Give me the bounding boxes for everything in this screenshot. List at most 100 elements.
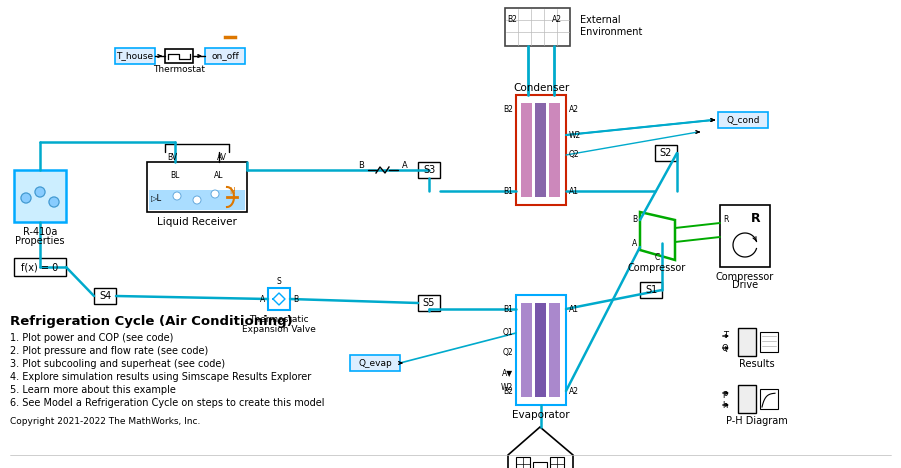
Bar xyxy=(165,49,193,63)
Text: T: T xyxy=(723,331,728,341)
Bar xyxy=(516,457,530,468)
Text: Environment: Environment xyxy=(580,27,642,37)
Text: BV: BV xyxy=(167,154,177,162)
Circle shape xyxy=(49,197,59,207)
Bar xyxy=(418,162,440,178)
Text: B1: B1 xyxy=(503,187,513,196)
Text: 3. Plot subcooling and superheat (see code): 3. Plot subcooling and superheat (see co… xyxy=(10,359,225,369)
Text: R-410a: R-410a xyxy=(23,227,57,237)
Bar xyxy=(760,389,778,409)
Text: Q2: Q2 xyxy=(503,349,513,358)
Bar xyxy=(549,103,560,197)
Text: P-H Diagram: P-H Diagram xyxy=(726,416,787,426)
Text: S: S xyxy=(277,278,281,286)
Text: 6. See Model a Refrigeration Cycle on steps to create this model: 6. See Model a Refrigeration Cycle on st… xyxy=(10,398,324,408)
Bar xyxy=(516,95,566,205)
Bar xyxy=(535,103,546,197)
Text: B: B xyxy=(293,294,298,304)
Text: A: A xyxy=(259,294,265,304)
Bar xyxy=(205,48,245,64)
Bar xyxy=(549,303,560,397)
Text: Refrigeration Cycle (Air Conditioning): Refrigeration Cycle (Air Conditioning) xyxy=(10,315,293,328)
Text: B2: B2 xyxy=(503,387,513,395)
Text: Copyright 2021-2022 The MathWorks, Inc.: Copyright 2021-2022 The MathWorks, Inc. xyxy=(10,417,200,426)
Text: AL: AL xyxy=(214,171,223,181)
Text: 4. Explore simulation results using Simscape Results Explorer: 4. Explore simulation results using Sims… xyxy=(10,372,311,382)
Text: Thermostat: Thermostat xyxy=(153,65,205,73)
Text: 5. Learn more about this example: 5. Learn more about this example xyxy=(10,385,176,395)
Text: A1: A1 xyxy=(569,187,579,196)
Text: Q2: Q2 xyxy=(569,151,579,160)
Text: BL: BL xyxy=(170,171,179,181)
Text: B: B xyxy=(358,161,364,170)
Bar xyxy=(94,288,116,304)
Circle shape xyxy=(21,193,31,203)
Bar xyxy=(418,295,440,311)
Bar xyxy=(350,355,400,371)
Text: Q1: Q1 xyxy=(503,329,513,337)
Text: Properties: Properties xyxy=(15,236,65,246)
Text: Liquid Receiver: Liquid Receiver xyxy=(157,217,237,227)
Text: Q_evap: Q_evap xyxy=(358,358,392,367)
Bar xyxy=(505,8,570,46)
Text: ▷L: ▷L xyxy=(151,193,162,203)
Text: A2: A2 xyxy=(569,104,579,114)
Text: A2: A2 xyxy=(552,15,562,24)
Text: C: C xyxy=(654,253,660,262)
Text: A1: A1 xyxy=(569,305,579,314)
Text: A: A xyxy=(402,161,408,170)
Circle shape xyxy=(35,187,45,197)
Bar xyxy=(718,112,768,128)
Bar xyxy=(14,170,66,222)
Bar xyxy=(640,282,662,298)
Bar xyxy=(720,205,770,267)
Text: H: H xyxy=(229,187,235,196)
Text: on_off: on_off xyxy=(211,51,239,60)
Text: S1: S1 xyxy=(645,285,657,295)
Text: Condenser: Condenser xyxy=(513,83,569,93)
Text: Compressor: Compressor xyxy=(628,263,687,273)
Text: S2: S2 xyxy=(660,148,672,158)
Text: S3: S3 xyxy=(423,165,435,175)
Bar xyxy=(760,332,778,352)
Text: B1: B1 xyxy=(503,305,513,314)
Text: Q: Q xyxy=(722,344,728,352)
Bar xyxy=(147,162,247,212)
Text: p: p xyxy=(723,388,728,397)
Text: T_house: T_house xyxy=(116,51,153,60)
Bar xyxy=(268,288,290,310)
Bar xyxy=(115,48,155,64)
Bar xyxy=(14,258,66,276)
Text: W2: W2 xyxy=(501,382,513,392)
Text: A▼: A▼ xyxy=(502,368,513,378)
Text: Q_cond: Q_cond xyxy=(726,116,760,124)
Text: Evaporator: Evaporator xyxy=(512,410,569,420)
Bar xyxy=(516,295,566,405)
Bar xyxy=(521,303,532,397)
Bar xyxy=(738,385,756,413)
Bar xyxy=(533,462,547,468)
Text: S5: S5 xyxy=(423,298,435,308)
Circle shape xyxy=(193,196,201,204)
Bar xyxy=(535,303,546,397)
Text: f(x) = 0: f(x) = 0 xyxy=(22,262,59,272)
Text: Results: Results xyxy=(739,359,775,369)
Text: B2: B2 xyxy=(503,104,513,114)
Text: R: R xyxy=(723,214,728,224)
Text: 2. Plot pressure and flow rate (see code): 2. Plot pressure and flow rate (see code… xyxy=(10,346,208,356)
Text: W2: W2 xyxy=(569,131,581,139)
Text: External: External xyxy=(580,15,621,25)
Text: h: h xyxy=(723,401,728,410)
Bar xyxy=(738,328,756,356)
Text: Drive: Drive xyxy=(732,280,758,290)
Text: S4: S4 xyxy=(99,291,111,301)
Text: B2: B2 xyxy=(507,15,517,24)
Circle shape xyxy=(211,190,219,198)
Text: AV: AV xyxy=(217,154,227,162)
Text: B: B xyxy=(632,215,637,225)
Text: 1. Plot power and COP (see code): 1. Plot power and COP (see code) xyxy=(10,333,173,343)
Text: A: A xyxy=(632,239,637,248)
Polygon shape xyxy=(508,427,573,468)
Text: A2: A2 xyxy=(569,387,579,395)
Bar xyxy=(149,190,245,210)
